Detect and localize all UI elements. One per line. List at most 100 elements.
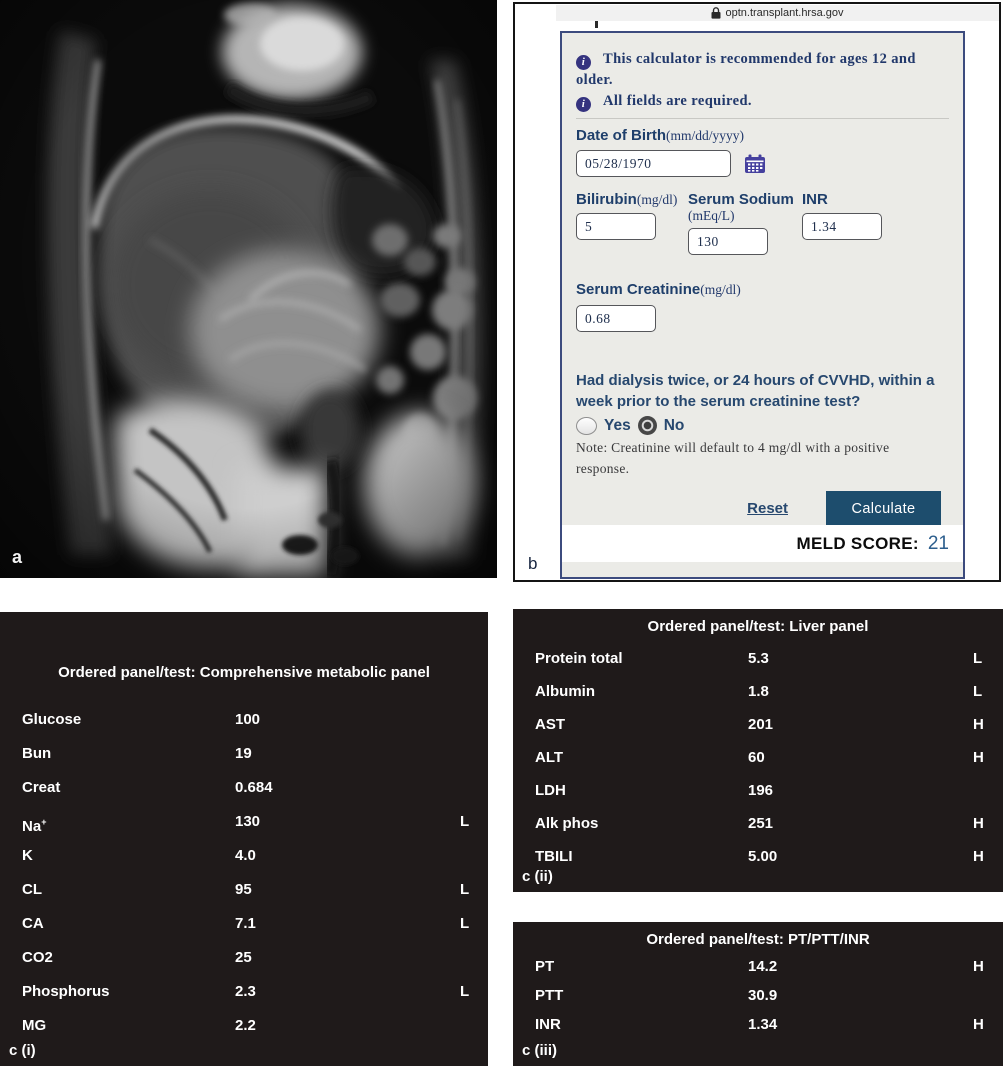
table-row: CL 95 L bbox=[0, 873, 488, 907]
test-value: 60 bbox=[748, 749, 765, 766]
table-row: Protein total 5.3 L bbox=[513, 642, 1003, 675]
test-name: MG bbox=[22, 1017, 47, 1034]
test-flag: H bbox=[973, 1016, 984, 1033]
panel-c2-label: c (ii) bbox=[522, 868, 553, 885]
creatinine-input[interactable] bbox=[576, 305, 656, 332]
test-name: Na+ bbox=[22, 817, 47, 835]
table-row: Glucose 100 bbox=[0, 703, 488, 737]
cropped-text-fragment bbox=[595, 21, 598, 28]
mri-image-panel: a bbox=[0, 0, 497, 578]
test-name: K bbox=[22, 847, 33, 864]
test-name: Alk phos bbox=[535, 815, 599, 832]
test-name: TBILI bbox=[535, 848, 573, 865]
test-name: AST bbox=[535, 716, 565, 733]
info-icon: i bbox=[576, 97, 591, 112]
calendar-icon[interactable] bbox=[744, 154, 766, 174]
radio-no-selected[interactable] bbox=[637, 416, 657, 435]
panel-a-label: a bbox=[12, 547, 23, 567]
test-value: 196 bbox=[748, 782, 774, 799]
info-icon: i bbox=[576, 55, 591, 70]
bilirubin-input[interactable] bbox=[576, 213, 656, 240]
test-value: 1.34 bbox=[748, 1016, 778, 1033]
meld-calculator-form: i This calculator is recommended for ages… bbox=[560, 31, 965, 579]
table-row: ALT 60 H bbox=[513, 741, 1003, 774]
meld-score-value: 21 bbox=[927, 532, 949, 554]
table-row: AST 201 H bbox=[513, 708, 1003, 741]
table-row: CO2 25 bbox=[0, 941, 488, 975]
reset-link[interactable]: Reset bbox=[747, 500, 788, 517]
table-row: Creat 0.684 bbox=[0, 771, 488, 805]
creatinine-note: Note: Creatinine will default to 4 mg/dl… bbox=[576, 440, 890, 476]
test-value: 25 bbox=[235, 949, 252, 966]
table-row: INR 1.34 H bbox=[513, 1010, 1003, 1039]
test-name: INR bbox=[535, 1016, 561, 1033]
test-name: Glucose bbox=[22, 711, 82, 728]
test-name: Phosphorus bbox=[22, 983, 110, 1000]
radio-no-label[interactable]: No bbox=[663, 416, 685, 434]
table-title: Ordered panel/test: Liver panel bbox=[647, 618, 869, 635]
test-flag: H bbox=[973, 749, 984, 766]
calculate-button[interactable]: Calculate bbox=[826, 491, 941, 526]
panel-c1-label: c (i) bbox=[9, 1042, 36, 1059]
table-row: PT 14.2 H bbox=[513, 952, 1003, 981]
info-line-1: i This calculator is recommended for ages… bbox=[576, 51, 916, 88]
test-value: 251 bbox=[748, 815, 774, 832]
table-row: CA 7.1 L bbox=[0, 907, 488, 941]
test-flag: L bbox=[460, 813, 470, 830]
test-name: CL bbox=[22, 881, 42, 898]
table-row: MG 2.2 bbox=[0, 1009, 488, 1043]
table-row: Phosphorus 2.3 L bbox=[0, 975, 488, 1009]
url-text: optn.transplant.hrsa.gov bbox=[725, 7, 844, 19]
panel-b-label: b bbox=[528, 554, 538, 573]
test-flag: H bbox=[973, 958, 984, 975]
table-row: TBILI 5.00 H bbox=[513, 840, 1003, 873]
test-flag: L bbox=[973, 683, 983, 700]
test-name: CO2 bbox=[22, 949, 53, 966]
test-value: 19 bbox=[235, 745, 252, 762]
table-row: K 4.0 bbox=[0, 839, 488, 873]
meld-score-label: MELD SCORE: bbox=[796, 533, 919, 553]
meld-score-band: MELD SCORE: 21 bbox=[562, 525, 963, 562]
test-name: Creat bbox=[22, 779, 61, 796]
liver-panel-table: Ordered panel/test: Liver panel Protein … bbox=[513, 609, 1003, 892]
comprehensive-metabolic-panel-table: Ordered panel/test: Comprehensive metabo… bbox=[0, 612, 488, 1066]
test-flag: L bbox=[460, 881, 470, 898]
dialysis-question: Had dialysis twice, or 24 hours of CVVHD… bbox=[576, 372, 935, 410]
test-value: 30.9 bbox=[748, 987, 778, 1004]
test-name: PT bbox=[535, 958, 555, 975]
test-name: PTT bbox=[535, 987, 564, 1004]
test-flag: H bbox=[973, 815, 984, 832]
mri-coronal-abdomen bbox=[0, 0, 497, 578]
panel-c3-label: c (iii) bbox=[522, 1042, 558, 1059]
test-flag: L bbox=[460, 915, 470, 932]
test-flag: H bbox=[973, 848, 984, 865]
sodium-label: Serum Sodium bbox=[688, 191, 794, 208]
test-name: Bun bbox=[22, 745, 52, 762]
bilirubin-label: Bilirubin(mg/dl) bbox=[576, 191, 678, 208]
test-value: 95 bbox=[235, 881, 252, 898]
info-line-2: i All fields are required. bbox=[576, 91, 949, 112]
table-row: LDH 196 bbox=[513, 774, 1003, 807]
test-name: LDH bbox=[535, 782, 566, 799]
lock-icon bbox=[711, 7, 721, 19]
test-value: 0.684 bbox=[235, 779, 273, 796]
test-flag: L bbox=[973, 650, 983, 667]
test-name: Protein total bbox=[535, 650, 623, 667]
dob-label: Date of Birth(mm/dd/yyyy) bbox=[576, 127, 744, 144]
dob-input[interactable] bbox=[576, 150, 731, 177]
test-value: 2.3 bbox=[235, 983, 256, 1000]
table-row: PTT 30.9 bbox=[513, 981, 1003, 1010]
radio-yes[interactable] bbox=[576, 416, 597, 435]
test-flag: L bbox=[460, 983, 470, 1000]
inr-input[interactable] bbox=[802, 213, 882, 240]
divider bbox=[576, 118, 949, 119]
table-title: Ordered panel/test: Comprehensive metabo… bbox=[58, 664, 430, 681]
meld-calculator-panel: optn.transplant.hrsa.gov i This calculato… bbox=[513, 2, 1001, 582]
test-value: 14.2 bbox=[748, 958, 778, 975]
table-row: Na+ 130 L bbox=[0, 805, 488, 839]
test-value: 7.1 bbox=[235, 915, 256, 932]
sodium-input[interactable] bbox=[688, 228, 768, 255]
radio-yes-label[interactable]: Yes bbox=[604, 416, 631, 434]
browser-address-bar[interactable]: optn.transplant.hrsa.gov bbox=[556, 5, 999, 21]
test-name: ALT bbox=[535, 749, 564, 766]
